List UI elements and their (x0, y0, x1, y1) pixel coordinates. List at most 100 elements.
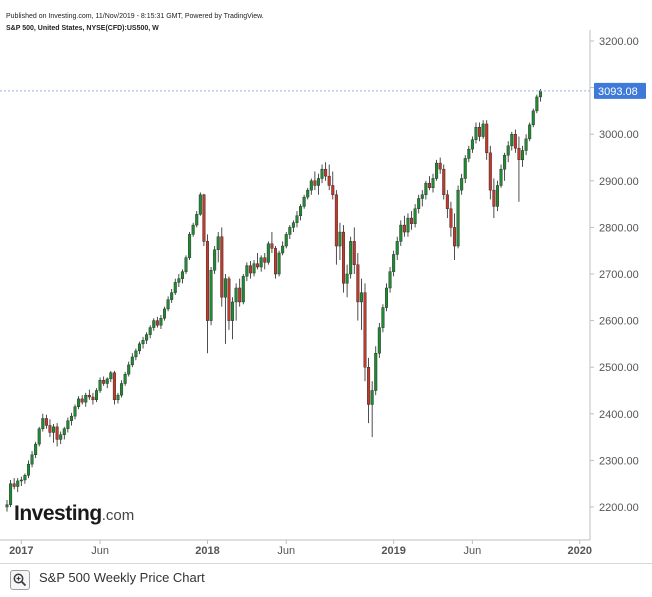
candle-body-down (155, 320, 159, 326)
candle (120, 380, 124, 398)
candle (231, 297, 235, 340)
zoom-button[interactable] (10, 570, 30, 590)
candle (241, 274, 245, 305)
candle-body-up (52, 426, 56, 433)
candle-body-up (524, 138, 528, 151)
candle-body-up (73, 406, 77, 417)
candle-body-up (388, 271, 392, 289)
candle (492, 178, 496, 219)
candle-body-up (19, 479, 23, 482)
candle (62, 426, 66, 440)
candle-body-up (37, 428, 41, 445)
candle-body-down (331, 185, 335, 195)
candle-body-up (177, 278, 181, 283)
candle-body-up (370, 390, 374, 405)
candle (73, 404, 77, 420)
candle (309, 178, 313, 195)
candle-body-up (284, 234, 288, 247)
candle (395, 236, 399, 261)
candle-body-down (238, 287, 242, 303)
y-tick-label: 2300.00 (599, 455, 639, 467)
candle-body-up (413, 208, 417, 224)
candle-body-up (463, 158, 467, 179)
candle (30, 451, 34, 468)
candle-body-up (127, 364, 131, 375)
candle (517, 136, 521, 202)
candle-body-up (148, 327, 152, 335)
candle-body-down (488, 152, 492, 191)
x-tick-label: Jun (91, 545, 109, 557)
candle (252, 260, 256, 277)
candle-body-up (481, 123, 485, 137)
candle-body-up (163, 308, 167, 319)
candle (274, 246, 278, 279)
candle (173, 278, 177, 295)
candle-body-up (431, 178, 435, 188)
candle-body-up (234, 287, 238, 303)
y-tick-label: 2500.00 (599, 362, 639, 374)
candle-body-up (166, 299, 170, 310)
candle (460, 173, 464, 195)
candle-body-down (87, 394, 91, 398)
candle (5, 500, 9, 512)
candle (205, 234, 209, 354)
candle (463, 155, 467, 184)
y-tick-label: 3000.00 (599, 129, 639, 141)
candle-body-up (252, 263, 256, 274)
candle-body-up (503, 154, 507, 170)
candle (94, 388, 98, 403)
candle-body-down (274, 248, 278, 275)
candle-body-up (59, 434, 63, 440)
candle-body-up (538, 90, 542, 98)
candle (442, 164, 446, 200)
candle (177, 274, 181, 288)
last-price-tag: 3093.08 (594, 82, 646, 99)
candle (449, 201, 453, 237)
y-tick-label: 2600.00 (599, 316, 639, 328)
candle (342, 225, 346, 293)
candle (281, 241, 285, 256)
candle-body-up (209, 270, 213, 321)
candle (34, 441, 38, 459)
candle-body-up (241, 276, 245, 303)
candle-body-up (417, 198, 421, 209)
candle-body-down (102, 380, 106, 384)
candle (284, 232, 288, 249)
candle (248, 260, 252, 279)
y-tick-label: 2200.00 (599, 502, 639, 514)
candle-body-up (316, 178, 320, 186)
candle-body-up (184, 257, 188, 272)
candle (316, 173, 320, 195)
candle-body-up (216, 236, 220, 250)
candle-body-down (342, 231, 346, 284)
candle (288, 225, 292, 240)
candle (238, 278, 242, 307)
candle-body-up (495, 185, 499, 207)
candle-body-down (427, 182, 431, 188)
candle (528, 122, 532, 142)
candle-body-down (453, 227, 457, 247)
candle-body-up (41, 418, 45, 429)
candle-body-up (145, 334, 149, 341)
candle (299, 204, 303, 221)
candle-body-up (180, 271, 184, 279)
candle (503, 152, 507, 181)
candle (327, 164, 331, 191)
candle (227, 276, 231, 330)
candle (102, 376, 106, 386)
candle (499, 164, 503, 188)
candle-body-up (291, 222, 295, 228)
candle-body-up (245, 265, 249, 277)
y-tick-label: 2700.00 (599, 269, 639, 281)
candle (130, 353, 134, 368)
candle-body-down (270, 243, 274, 249)
candle (535, 94, 539, 114)
chart-area: 3200.003100.003000.002900.002800.002700.… (0, 13, 646, 557)
candle (84, 392, 88, 407)
candle (413, 204, 417, 228)
candle-body-up (130, 356, 134, 366)
candle (263, 253, 267, 270)
caption-bar: S&P 500 Weekly Price Chart (0, 563, 652, 597)
candle (259, 255, 263, 272)
candle (9, 479, 13, 507)
